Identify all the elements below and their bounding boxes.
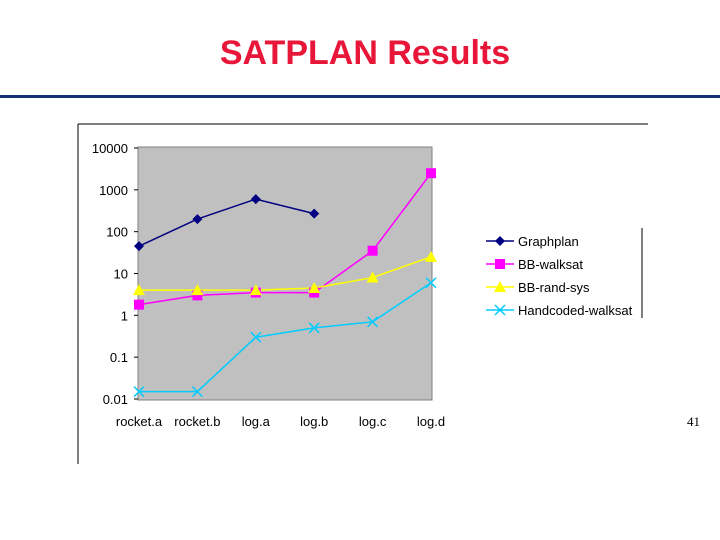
data-point-bb-walksat	[426, 168, 436, 179]
series-line-handcoded-walksat	[139, 282, 432, 393]
data-point-bb-walksat	[367, 245, 378, 256]
legend-marker-bb-rand-sys	[494, 281, 506, 292]
data-point-handcoded-walksat	[133, 386, 145, 398]
x-tick-label: log.d	[417, 414, 445, 429]
legend-label-bb-walksat: BB-walksat	[518, 257, 583, 272]
series-lines	[138, 172, 432, 393]
legend-label-graphplan: Graphplan	[518, 234, 579, 249]
y-tick-label: 1	[121, 308, 128, 323]
data-point-handcoded-walksat	[425, 277, 437, 289]
page-number: 41	[687, 414, 700, 429]
x-tick-label: rocket.b	[174, 414, 220, 429]
data-point-graphplan	[192, 214, 203, 225]
legend-marker-bb-walksat	[495, 259, 505, 269]
legend-marker-graphplan	[495, 236, 505, 246]
data-point-bb-rand-sys	[366, 271, 379, 283]
legend-label-handcoded-walksat: Handcoded-walksat	[518, 303, 633, 318]
data-point-handcoded-walksat	[308, 322, 320, 334]
y-tick-label: 1000	[99, 183, 128, 198]
y-tick-label: 10	[114, 267, 128, 282]
x-tick-label: log.b	[300, 414, 328, 429]
x-tick-label: log.a	[242, 414, 271, 429]
x-axis-ticks: rocket.a rocket.b log.a log.b log.c log.d	[116, 414, 445, 429]
data-point-graphplan	[250, 194, 261, 205]
legend-label-bb-rand-sys: BB-rand-sys	[518, 280, 590, 295]
data-point-graphplan	[134, 241, 144, 252]
y-tick-label: 0.1	[110, 350, 128, 365]
data-point-bb-walksat	[134, 299, 144, 310]
data-point-bb-rand-sys	[133, 284, 145, 296]
series-line-bb-walksat	[138, 172, 432, 306]
title-divider	[0, 95, 720, 98]
series-line-graphplan	[138, 198, 315, 247]
data-point-bb-rand-sys	[425, 250, 437, 262]
x-tick-label: log.c	[359, 414, 387, 429]
y-axis-ticks: 10000 1000 100 10 1 0.1 0.01	[92, 141, 138, 407]
data-point-handcoded-walksat	[191, 386, 203, 398]
data-point-bb-rand-sys	[191, 284, 204, 296]
data-point-bb-rand-sys	[249, 284, 262, 296]
series-markers	[133, 168, 437, 398]
data-point-handcoded-walksat	[367, 316, 379, 328]
series-line-bb-rand-sys	[139, 256, 432, 291]
data-point-bb-walksat	[192, 290, 203, 301]
slide-title: SATPLAN Results	[219, 34, 511, 72]
x-tick-label: rocket.a	[116, 414, 163, 429]
data-point-bb-rand-sys	[308, 282, 321, 294]
legend-marker-handcoded-walksat	[494, 304, 506, 316]
y-tick-label: 100	[106, 225, 128, 240]
y-tick-label: 0.01	[103, 392, 128, 407]
data-point-graphplan	[309, 208, 320, 219]
plot-area	[137, 146, 433, 401]
data-point-handcoded-walksat	[250, 331, 262, 343]
legend: Graphplan BB-walksat BB-rand-sys Handcoded-…	[486, 234, 633, 318]
y-tick-label: 10000	[92, 141, 128, 156]
